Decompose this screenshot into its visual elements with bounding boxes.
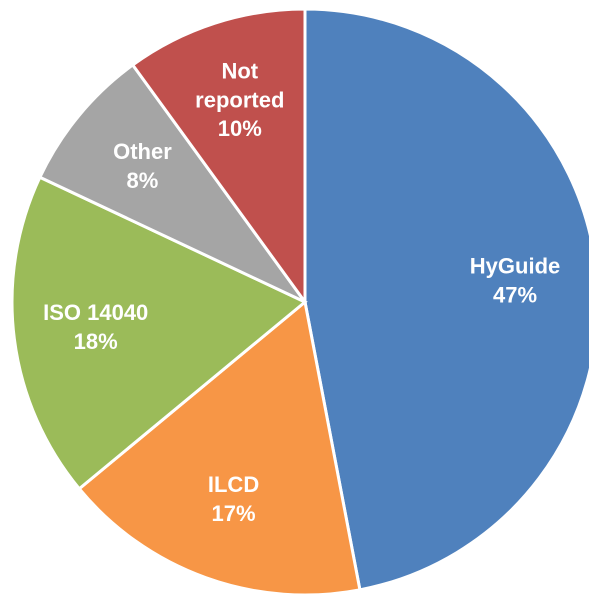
slice-value-label: 17% bbox=[212, 501, 256, 526]
slice-value-label: 8% bbox=[127, 168, 159, 193]
slice-label-line: reported bbox=[195, 87, 284, 112]
pie-slice bbox=[303, 7, 589, 592]
slice-label: HyGuide bbox=[470, 253, 560, 278]
slice-value-label: 10% bbox=[218, 116, 262, 141]
slice-label: Not reported bbox=[195, 58, 284, 112]
slice-value-label: 18% bbox=[74, 329, 118, 354]
slice-label: ILCD bbox=[208, 472, 259, 497]
slice-label: ISO 14040 bbox=[43, 300, 148, 325]
slice-label: Other bbox=[113, 139, 172, 164]
slice-label-line: Not bbox=[221, 58, 258, 83]
pie-slice bbox=[37, 62, 307, 304]
slice-value-label: 47% bbox=[493, 282, 537, 307]
pie-slice bbox=[10, 175, 308, 491]
pie-slice bbox=[77, 299, 362, 597]
pie-slice bbox=[130, 7, 307, 307]
